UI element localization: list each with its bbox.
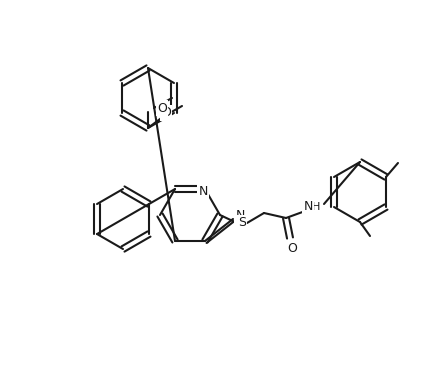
Text: N: N [303, 201, 312, 213]
Text: H: H [312, 202, 320, 212]
Text: N: N [235, 209, 245, 223]
Text: O: O [161, 106, 171, 120]
Text: O: O [157, 102, 167, 114]
Text: O: O [287, 241, 297, 255]
Text: N: N [198, 184, 208, 198]
Text: S: S [238, 216, 246, 230]
